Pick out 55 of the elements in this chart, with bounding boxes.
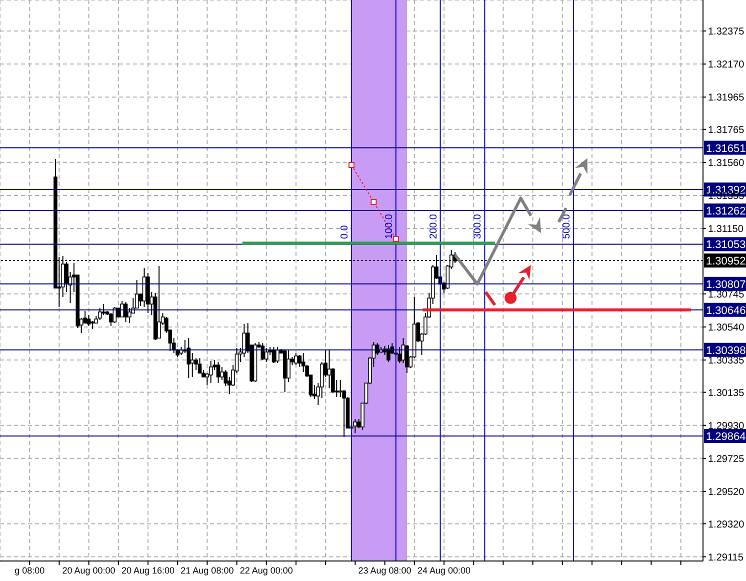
candlestick — [327, 350, 332, 389]
ref-line-label: 1.30398 — [706, 344, 746, 357]
y-tick-label: 1.29520 — [708, 487, 745, 498]
annotation: 300.0 — [472, 214, 484, 240]
y-tick-label: 1.30745 — [708, 289, 745, 300]
annotation: 500.0 — [562, 214, 572, 240]
candlestick — [102, 304, 106, 316]
point — [370, 198, 377, 205]
candlestick — [338, 380, 342, 398]
y-tick-label: 1.30335 — [708, 356, 745, 367]
ref-line-label: 1.30646 — [706, 304, 746, 317]
candlestick — [120, 300, 124, 318]
candlestick — [386, 344, 390, 362]
y-tick-label: 1.31965 — [708, 92, 745, 104]
candlestick — [276, 346, 280, 364]
y-tick-label: 1.31765 — [708, 124, 745, 136]
candlestick — [220, 366, 224, 381]
candlestick — [157, 265, 161, 339]
x-tick-label: 23 Aug 08:00 — [358, 565, 412, 576]
candlestick — [294, 352, 298, 366]
candlestick — [128, 308, 132, 324]
ref-line-label: 1.31053 — [706, 239, 746, 252]
candlestick — [264, 348, 268, 362]
annotation: 0.0 — [340, 224, 350, 240]
candlestick — [286, 350, 290, 382]
x-tick-label: 20 Aug 00:00 — [62, 565, 116, 576]
y-tick-label: 1.29725 — [708, 454, 745, 465]
y-tick-label: 1.31560 — [708, 158, 745, 169]
x-tick-label: 22 Aug 00:00 — [240, 565, 293, 576]
y-tick-label: 1.30135 — [708, 388, 745, 399]
point — [348, 162, 354, 168]
y-tick-label: 1.29320 — [708, 519, 745, 530]
x-tick-label: g 08:00 — [14, 565, 45, 576]
candlestick — [98, 308, 102, 321]
ref-line-label: 1.30952 — [706, 256, 746, 268]
y-tick-label: 1.32170 — [708, 60, 745, 71]
x-tick-label: 20 Aug 16:00 — [121, 565, 175, 576]
y-tick-label: 1.31150 — [708, 224, 744, 236]
x-tick-label: 24 Aug 00:00 — [417, 565, 471, 576]
x-tick-label: 21 Aug 08:00 — [180, 565, 234, 576]
point — [392, 236, 399, 242]
y-tick-label: 1.32375 — [708, 26, 745, 38]
annotation: 100.0 — [384, 214, 395, 240]
candlestick — [208, 360, 213, 384]
candlestick — [198, 358, 202, 374]
ref-line-label: 1.30807 — [706, 278, 746, 291]
annotation: 200.0 — [428, 214, 440, 240]
y-tick-label: 1.30540 — [708, 322, 745, 334]
candlestick — [216, 361, 220, 384]
candlestick — [353, 418, 358, 434]
candlestick — [86, 314, 91, 326]
y-tick-label: 1.29115 — [708, 552, 744, 564]
ref-line-label: 1.29864 — [706, 430, 746, 443]
ref-line-label: 1.31651 — [706, 142, 746, 155]
ref-line-label: 1.31262 — [706, 205, 746, 218]
